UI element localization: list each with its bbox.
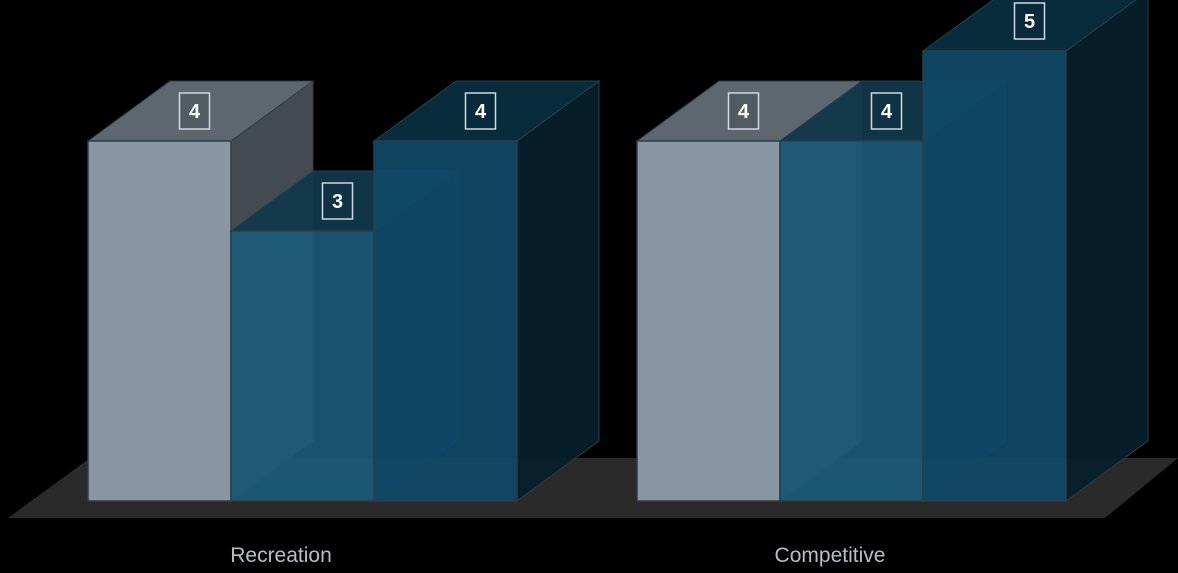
data-label-recreation-series-3: 4 [464, 92, 497, 130]
data-label-competitive-series-1: 4 [727, 92, 760, 130]
data-label-recreation-series-1: 4 [178, 92, 211, 130]
data-label-competitive-series-2: 4 [870, 92, 903, 130]
category-label-recreation: Recreation [230, 544, 332, 567]
svg-text:5: 5 [1024, 11, 1035, 33]
data-label-recreation-series-2: 3 [321, 182, 354, 220]
data-label-competitive-series-3: 5 [1013, 2, 1046, 40]
category-label-competitive: Competitive [775, 544, 886, 567]
svg-text:4: 4 [881, 101, 893, 123]
bar-recreation-series-3 [372, 80, 601, 502]
svg-text:4: 4 [738, 101, 750, 123]
svg-text:4: 4 [475, 101, 487, 123]
svg-text:3: 3 [332, 191, 343, 213]
bar-competitive-series-3 [921, 0, 1149, 502]
svg-text:4: 4 [189, 101, 201, 123]
